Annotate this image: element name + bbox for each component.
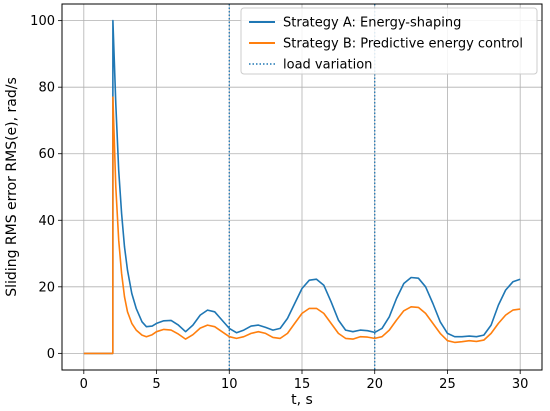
y-axis-ticks: 0 20 40 60 80 100 bbox=[30, 14, 62, 362]
x-axis-label: t, s bbox=[291, 392, 313, 408]
x-tick-label: 5 bbox=[152, 377, 160, 392]
y-tick-label: 40 bbox=[38, 214, 55, 229]
legend: Strategy A: Energy-shaping Strategy B: P… bbox=[240, 7, 538, 75]
y-tick-label: 20 bbox=[38, 280, 55, 295]
x-tick-label: 25 bbox=[439, 377, 456, 392]
y-tick-label: 100 bbox=[30, 14, 55, 29]
x-tick-label: 15 bbox=[294, 377, 311, 392]
series-line-strategy-a bbox=[83, 19, 521, 355]
x-tick-label: 30 bbox=[512, 377, 529, 392]
legend-box bbox=[240, 7, 538, 75]
x-tick-label: 20 bbox=[366, 377, 383, 392]
y-tick-label: 80 bbox=[38, 81, 55, 96]
legend-label-strategy-b: Strategy B: Predictive energy control bbox=[283, 37, 523, 52]
x-axis-ticks: 0 5 10 15 20 25 30 bbox=[80, 370, 529, 392]
legend-label-strategy-a: Strategy A: Energy-shaping bbox=[283, 16, 461, 31]
y-axis-label: Sliding RMS error RMS(e), rad/s bbox=[4, 77, 20, 297]
legend-label-load-variation: load variation bbox=[283, 58, 372, 73]
x-tick-label: 0 bbox=[80, 377, 88, 392]
series-line-strategy-b bbox=[83, 96, 521, 355]
y-tick-label: 0 bbox=[47, 347, 55, 362]
series-lines bbox=[83, 19, 521, 355]
x-tick-label: 10 bbox=[221, 377, 238, 392]
y-tick-label: 60 bbox=[38, 147, 55, 162]
